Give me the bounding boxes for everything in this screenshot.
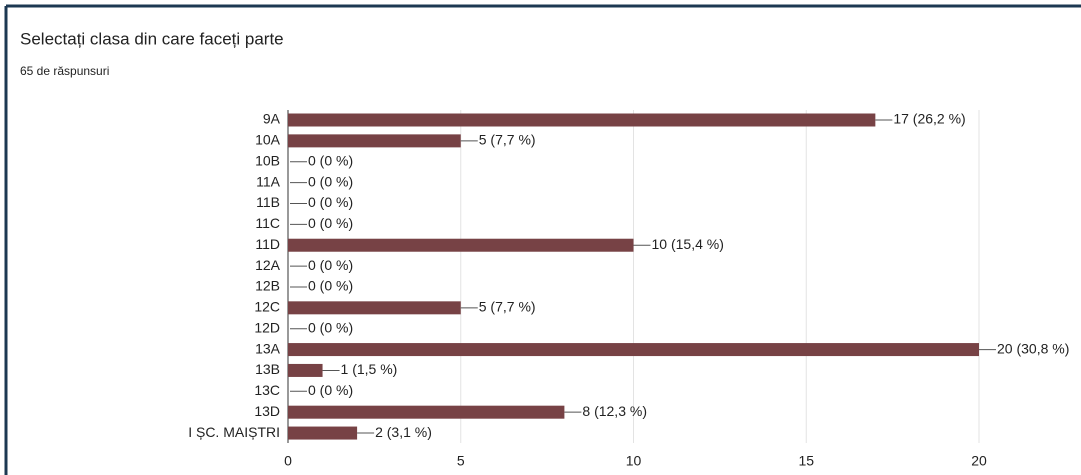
y-tick-label: 11B <box>256 194 280 210</box>
value-label: 0 (0 %) <box>308 215 353 231</box>
y-tick-label: 13B <box>255 361 280 377</box>
y-tick-label: 11A <box>256 173 281 189</box>
value-label: 0 (0 %) <box>308 173 353 189</box>
x-tick-label: 20 <box>971 453 987 469</box>
x-tick-label: 10 <box>626 453 642 469</box>
y-tick-label: 11D <box>255 236 280 252</box>
value-label: 0 (0 %) <box>308 152 353 168</box>
x-tick-label: 0 <box>284 453 292 469</box>
x-tick-label: 15 <box>798 453 814 469</box>
value-label: 17 (26,2 %) <box>893 111 965 127</box>
value-label: 0 (0 %) <box>308 382 353 398</box>
bar <box>288 343 979 357</box>
chart-title: Selectați clasa din care faceți parte <box>20 29 284 48</box>
value-label: 0 (0 %) <box>308 257 353 273</box>
y-tick-label: 11C <box>255 215 280 231</box>
bar <box>288 301 461 315</box>
bar <box>288 238 634 252</box>
y-tick-label: 12A <box>255 257 281 273</box>
value-label: 8 (12,3 %) <box>582 403 647 419</box>
value-label: 2 (3,1 %) <box>375 424 432 440</box>
value-label: 0 (0 %) <box>308 319 353 335</box>
value-label: 1 (1,5 %) <box>341 361 398 377</box>
y-tick-label: 13D <box>254 403 280 419</box>
value-label: 20 (30,8 %) <box>997 340 1069 356</box>
y-tick-label: 12C <box>254 299 280 315</box>
y-tick-label: 13C <box>254 382 280 398</box>
y-tick-label: 13A <box>255 340 281 356</box>
bar <box>288 363 323 377</box>
bar <box>288 426 358 440</box>
value-label: 0 (0 %) <box>308 194 353 210</box>
value-label: 10 (15,4 %) <box>652 236 724 252</box>
y-tick-label: 12B <box>255 278 280 294</box>
bar <box>288 405 565 419</box>
value-label: 0 (0 %) <box>308 278 353 294</box>
bar <box>288 113 876 127</box>
bar <box>288 134 461 148</box>
y-tick-label: 12D <box>254 319 280 335</box>
x-tick-label: 5 <box>457 453 465 469</box>
y-tick-label: 10B <box>255 152 280 168</box>
chart-subtitle: 65 de răspunsuri <box>20 64 109 78</box>
value-label: 5 (7,7 %) <box>479 132 536 148</box>
y-tick-label: I ȘC. MAIȘTRI <box>188 424 280 440</box>
value-label: 5 (7,7 %) <box>479 299 536 315</box>
y-tick-label: 9A <box>263 111 281 127</box>
y-tick-label: 10A <box>255 132 281 148</box>
